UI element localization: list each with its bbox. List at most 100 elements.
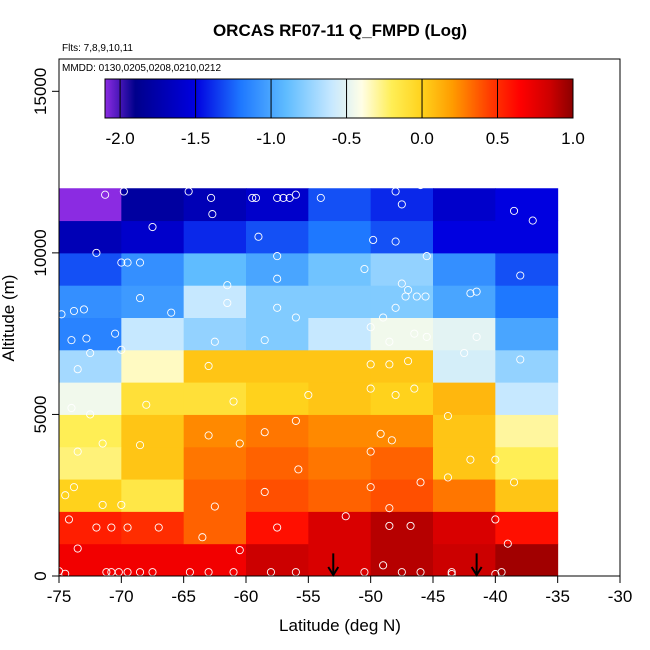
sample-point [251,193,261,202]
heatmap-cell [495,349,559,383]
sample-point [509,478,519,487]
heatmap-cell [183,349,247,383]
sample-point [117,500,126,509]
sample-point [229,397,238,406]
sample-point [466,455,475,464]
sample-point [198,533,207,542]
heatmap-cell [495,317,559,351]
heatmap-cell [308,511,372,545]
sample-point [107,523,116,532]
heatmap-cell [308,382,372,415]
heatmap-cell [433,414,496,448]
sample-point [82,334,91,343]
sample-point [385,337,394,346]
heatmap-cell [370,220,434,254]
sample-point [67,336,76,345]
sample-point [397,279,406,288]
arrow-head [470,566,483,577]
sample-point [412,292,421,301]
sample-point [379,313,388,322]
heatmap-cell [121,317,185,351]
heatmap-cell [495,188,559,222]
heatmap-cell [121,285,185,318]
heatmap-cell [370,188,434,222]
x-tick-label: -50 [358,587,383,606]
sample-point [391,303,400,312]
heatmap-cell [308,349,372,383]
sample-point [148,222,157,232]
sample-point [491,515,500,524]
sample-point [443,412,453,421]
sample-point [154,523,163,532]
sample-point [260,487,269,497]
heatmap-cell [495,414,559,448]
heatmap-cell [59,414,122,448]
sample-point [57,310,66,319]
sample-point [387,436,396,445]
sample-point [410,384,419,393]
heatmap-cell [121,543,185,577]
heatmap-cell [59,220,122,254]
sample-point [366,323,375,332]
sample-point [273,274,282,283]
heatmap-cell [121,220,185,254]
sample-point [204,361,213,371]
heatmap-cell [121,349,185,383]
sample-point [260,336,269,345]
colorbar: -2.0 -1.5 -1.0 -0.5 0.0 0.5 1.0 [104,78,585,148]
heatmap-cell [370,285,434,318]
sample-point [460,348,469,358]
heatmap-cell [59,285,122,318]
chart-title: ORCAS RF07-11 Q_FMPD (Log) [213,21,467,40]
sample-point [279,193,288,202]
sample-point [285,193,294,202]
sample-point [86,410,95,419]
sample-point [98,439,107,448]
sample-point [273,523,282,532]
sample-point [135,441,145,450]
sample-point [316,193,325,202]
colorbar-gradient [104,78,574,119]
sample-point [61,569,70,578]
heatmap-cell [59,446,122,480]
sample-point [491,455,500,464]
sample-point [366,360,375,369]
y-tick-label: 15000 [31,68,50,115]
x-tick-label: -30 [608,587,633,606]
heatmap-cell [495,220,559,254]
heatmap-cell [246,188,309,222]
heatmap-cell [495,252,559,286]
heatmap-cell [183,252,247,286]
sample-point [86,348,95,358]
heatmap-cell [495,382,559,415]
sample-point [73,447,82,456]
sample-point [397,200,406,209]
sample-point [142,400,151,409]
heatmap-cell [308,446,372,480]
heatmap-cell [308,414,372,448]
sample-point [391,390,400,400]
sample-point [294,465,303,474]
heatmap-cell [183,220,247,254]
x-tick-label: -45 [421,587,446,606]
heatmap-cell [59,317,122,351]
sample-point [119,187,128,196]
sample-point [416,478,425,487]
sample-point [410,329,419,338]
colorbar-tick-label: -2.0 [105,129,134,148]
sample-point [210,337,219,346]
heatmap-cell [246,285,309,318]
heatmap-cell [183,382,247,415]
heatmap-cell [246,349,309,383]
heatmap-cell [246,252,309,286]
heatmap-cell [433,382,496,415]
heatmap-cell [183,511,247,545]
x-tick-label: -60 [234,587,259,606]
sample-point [207,193,216,202]
sample-point [235,546,244,555]
heatmap-cell [495,446,559,480]
sample-point [98,500,107,509]
sample-point [73,544,82,553]
sample-point [135,294,145,303]
sample-point [79,305,88,314]
